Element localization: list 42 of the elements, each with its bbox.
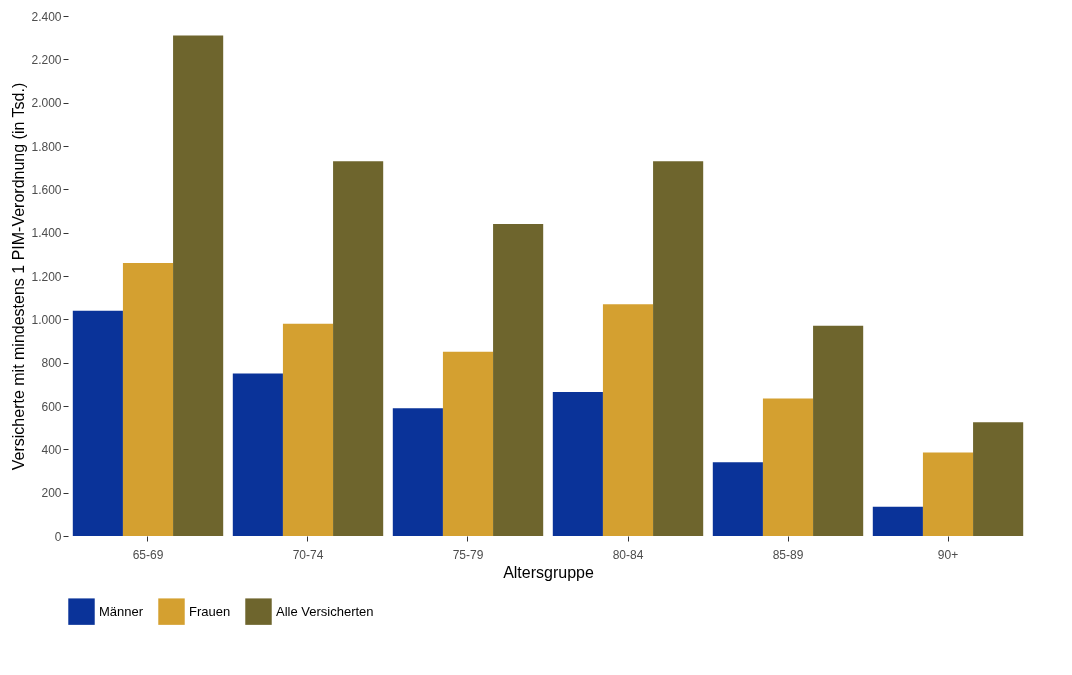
bar [922, 452, 974, 536]
bar [232, 373, 283, 536]
y-axis-title: Versicherte mit mindestens 1 PIM-Verordnung (in Tsd.) [10, 82, 28, 471]
bar [552, 391, 603, 536]
x-tick-label: 90+ [937, 547, 959, 562]
bar [872, 506, 923, 536]
y-tick-label: 1.000 [31, 312, 62, 327]
x-tick-label: 65-69 [132, 547, 164, 562]
bar [712, 462, 763, 536]
x-tick-label: 70-74 [292, 547, 324, 562]
bar [72, 310, 123, 536]
bar [493, 224, 544, 536]
bar [973, 422, 1024, 536]
y-tick-label: 800 [41, 356, 62, 371]
y-tick-label: 200 [41, 486, 62, 501]
bar [653, 161, 704, 536]
bar [762, 398, 814, 536]
bar [122, 263, 174, 536]
x-tick-label: 85-89 [772, 547, 804, 562]
y-tick-label: 1.600 [31, 182, 62, 197]
y-tick-label: 2.200 [31, 52, 62, 67]
x-axis-title: Altersgruppe [503, 563, 594, 581]
bar [392, 408, 443, 536]
x-tick-label: 80-84 [612, 547, 644, 562]
x-tick-label: 75-79 [452, 547, 484, 562]
y-tick-label: 600 [41, 399, 62, 414]
y-tick-label: 400 [41, 442, 62, 457]
bar [442, 351, 494, 536]
legend-label: Männer [99, 603, 144, 619]
bar [602, 304, 654, 536]
bar [282, 323, 334, 536]
legend-label: Alle Versicherten [276, 603, 374, 619]
y-tick-label: 2.000 [31, 96, 62, 111]
bar [333, 161, 384, 536]
y-tick-label: 1.800 [31, 139, 62, 154]
legend-label: Frauen [189, 603, 231, 619]
bar [813, 325, 864, 536]
bar [173, 35, 224, 536]
y-tick-label: 0 [54, 529, 62, 544]
y-tick-label: 1.400 [31, 226, 62, 241]
y-tick-label: 1.200 [31, 269, 62, 284]
y-tick-label: 2.400 [31, 9, 62, 24]
